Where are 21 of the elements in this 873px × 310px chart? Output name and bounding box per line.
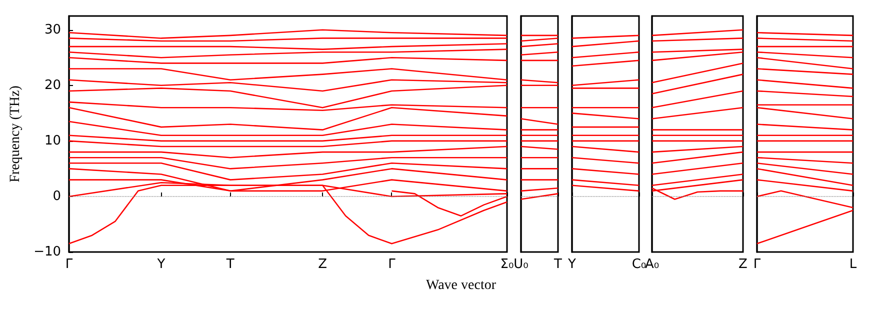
x-tick-label: Γ: [753, 257, 762, 272]
x-tick-label: Σ₀: [500, 257, 514, 272]
x-tick-label: Z: [738, 257, 748, 272]
x-tick-label: Z: [318, 257, 328, 272]
x-tick-label: Y: [567, 257, 576, 272]
y-tick-label: 20: [44, 78, 61, 93]
y-tick-label: 0: [52, 188, 61, 204]
y-tick-label: −10: [34, 244, 61, 260]
y-tick-label: 30: [44, 22, 61, 38]
y-axis-title: Frequency (THz): [8, 85, 24, 182]
x-tick-label: Γ: [65, 257, 74, 272]
x-tick-label: L: [849, 257, 858, 272]
x-tick-label: A₀: [644, 257, 660, 272]
y-tick-label: 10: [44, 133, 61, 148]
x-tick-label: C₀: [632, 257, 646, 272]
x-axis-title: Wave vector: [425, 278, 497, 294]
x-tick-label: U₀: [514, 257, 528, 272]
x-tick-label: Y: [156, 257, 166, 272]
x-tick-label: Γ: [388, 257, 396, 272]
x-tick-label: T: [553, 257, 562, 272]
x-tick-label: T: [225, 257, 234, 272]
